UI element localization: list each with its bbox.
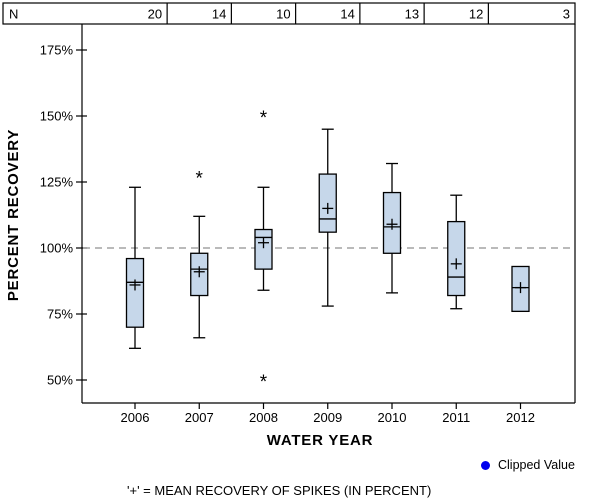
x-tick-label: 2011 [442, 410, 470, 425]
box-2006 [125, 257, 145, 328]
n-value: 3 [563, 7, 570, 22]
outlier-asterisk: * [196, 169, 204, 190]
n-value: 14 [212, 7, 226, 22]
n-header-row [2, 2, 576, 25]
legend: Clipped Value [481, 458, 575, 472]
y-tick-label: 100% [40, 241, 74, 256]
y-tick-label: 150% [40, 109, 74, 124]
y-tick-label: 50% [47, 373, 73, 388]
n-header-label: N [9, 7, 18, 22]
n-value: 20 [148, 7, 162, 22]
x-tick-label: 2010 [378, 410, 407, 425]
mean-footnote: '+' = MEAN RECOVERY OF SPIKES (IN PERCEN… [127, 483, 432, 498]
x-tick-label: 2012 [506, 410, 535, 425]
outlier-asterisk: * [260, 108, 268, 129]
x-axis-title: WATER YEAR [266, 432, 374, 449]
x-tick-label: 2006 [121, 410, 150, 425]
clipped-value-dot-icon [481, 460, 490, 470]
outlier-asterisk: * [260, 372, 268, 393]
n-value: 10 [276, 7, 290, 22]
y-tick-label: 125% [40, 175, 74, 190]
legend-label: Clipped Value [498, 458, 575, 472]
box-2008 [254, 228, 273, 270]
y-tick-label: 175% [40, 43, 74, 58]
x-tick-label: 2008 [249, 410, 278, 425]
n-value: 13 [405, 7, 419, 22]
n-value: 12 [469, 7, 483, 22]
y-tick-label: 75% [47, 307, 73, 322]
n-value: 14 [340, 7, 354, 22]
y-axis-title: PERCENT RECOVERY [5, 128, 22, 302]
x-tick-label: 2007 [185, 410, 214, 425]
x-tick-label: 2009 [313, 410, 342, 425]
